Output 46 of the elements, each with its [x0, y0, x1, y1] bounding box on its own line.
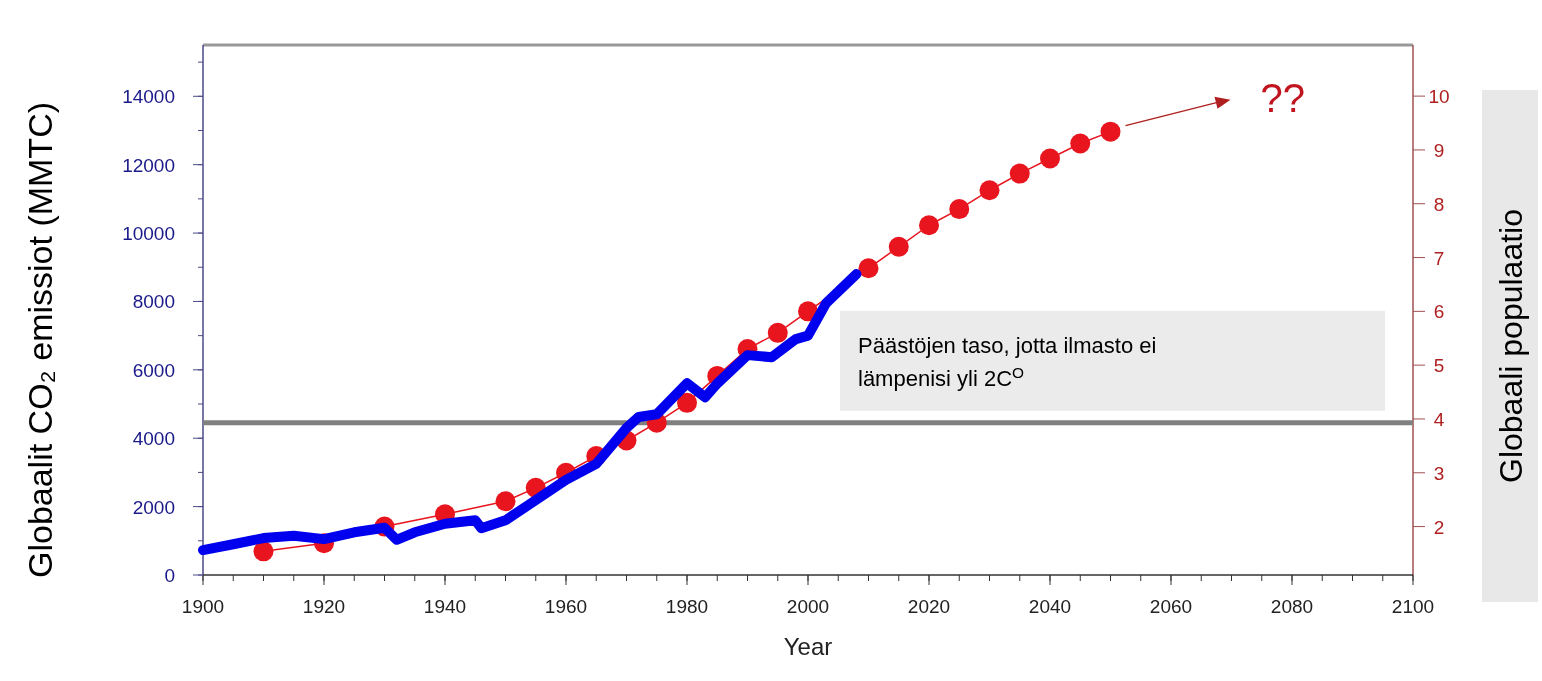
- x-tick-label: 1900: [181, 596, 225, 617]
- x-tick-label: 2060: [1149, 596, 1193, 617]
- x-tick-label: 1920: [302, 596, 346, 617]
- y2-tick-label: 6: [1433, 301, 1445, 323]
- y2-tick-label: 9: [1433, 139, 1445, 161]
- y-tick-label: 14000: [122, 86, 175, 108]
- y-tick-label: 6000: [132, 359, 175, 381]
- x-tick-label: 2000: [786, 596, 830, 617]
- point: [1040, 148, 1060, 169]
- point: [677, 392, 697, 413]
- x-tick-label: 1940: [423, 596, 467, 617]
- y2-tick-label: 7: [1433, 247, 1445, 269]
- x-tick-label: 2040: [1028, 596, 1072, 617]
- y-tick-label: 4000: [132, 428, 175, 450]
- point: [858, 258, 879, 279]
- y2-tick-label: 10: [1428, 86, 1450, 108]
- x-tick-label: 2020: [907, 596, 951, 617]
- point: [888, 236, 909, 257]
- y-tick-label: 10000: [122, 223, 175, 245]
- point: [919, 215, 939, 236]
- point: [767, 322, 788, 343]
- point: [1009, 163, 1030, 184]
- point: [1070, 133, 1091, 154]
- point: [1100, 121, 1121, 142]
- y2-tick-label: 8: [1433, 193, 1445, 215]
- ref-line-label: Päästöjen taso, jotta ilmasto ei lämpenisi yli 2C$^{O}$: [858, 332, 1157, 391]
- y2-tick-label: 5: [1433, 355, 1445, 377]
- point: [949, 199, 970, 220]
- y-tick-label: 8000: [132, 291, 175, 313]
- y-tick-label: 2000: [132, 496, 175, 518]
- y2-axis-title: Globaali populaatio: [1493, 209, 1529, 483]
- y-tick-label: 0: [164, 565, 175, 586]
- x-tick-label: 2080: [1270, 596, 1314, 617]
- x-tick-label: 1980: [665, 596, 709, 617]
- x-tick-label: 2100: [1391, 596, 1435, 617]
- point: [495, 491, 516, 512]
- point: [253, 541, 274, 562]
- y2-tick-label: 3: [1433, 462, 1445, 484]
- x-axis-title: Year: [783, 633, 833, 660]
- x-tick-label: 1960: [544, 596, 588, 617]
- y2-tick-label: 2: [1433, 516, 1445, 538]
- y-tick-label: 12000: [122, 154, 175, 176]
- y-axis-title: Globaalit CO₂ emissiot (MMTC): [21, 101, 59, 579]
- point: [979, 180, 1000, 201]
- annotation: ??: [1260, 75, 1305, 120]
- y2-tick-label: 4: [1433, 408, 1445, 430]
